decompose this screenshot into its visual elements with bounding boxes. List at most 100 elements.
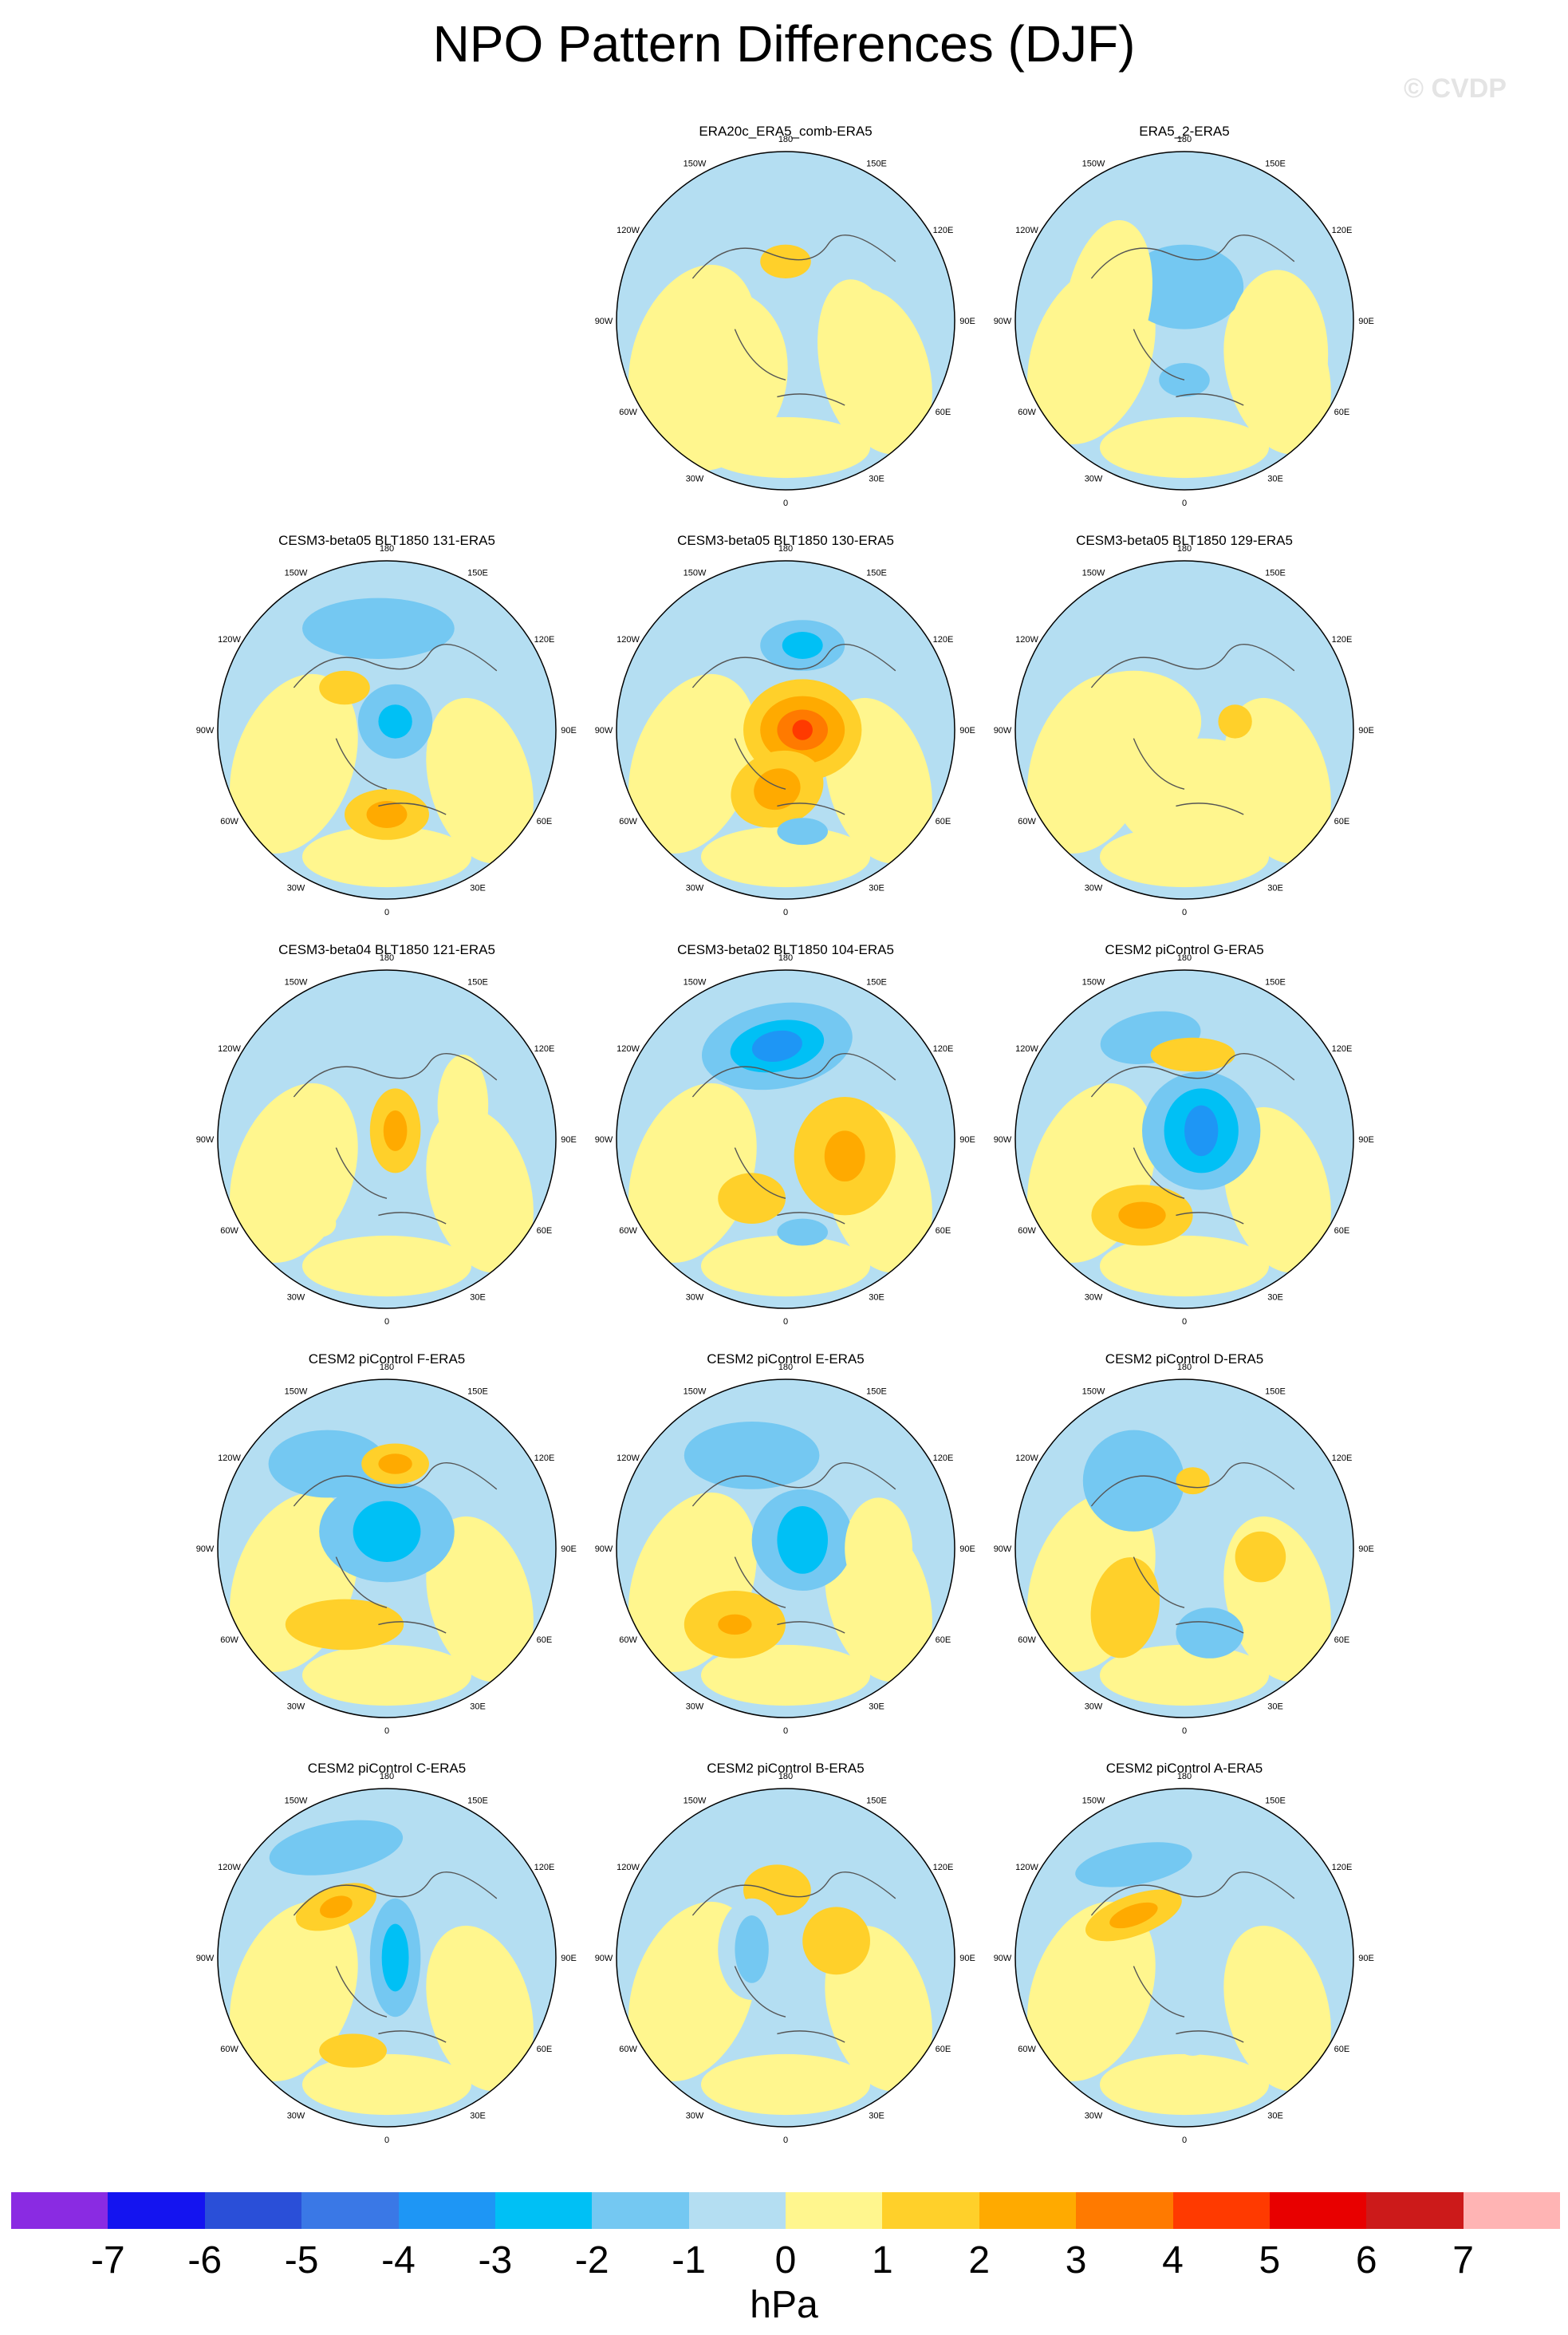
coastline (1090, 1052, 1295, 1225)
lon-label: 120E (933, 1044, 954, 1054)
lon-label: 60W (220, 1226, 238, 1236)
map-border (1014, 1788, 1354, 2128)
colorbar-tick-label: 2 (968, 2239, 991, 2282)
lon-label: 90E (561, 726, 577, 736)
lon-label: 120W (218, 635, 241, 645)
coastline (293, 1461, 498, 1634)
lon-label: 30E (470, 1292, 486, 1302)
map-border (616, 560, 955, 900)
panel-title: ERA5_2-ERA5 (1139, 124, 1229, 139)
panel-title: CESM2 piControl F-ERA5 (309, 1351, 466, 1367)
colorbar-segment (1366, 2192, 1464, 2229)
lon-label: 90E (959, 1544, 975, 1554)
colorbar-segment (592, 2192, 689, 2229)
anomaly-contour (777, 1218, 828, 1246)
colorbar-tick-label: 1 (872, 2239, 893, 2282)
map-border (1014, 1379, 1354, 1718)
lon-label: 120W (617, 1863, 640, 1872)
coastline (691, 643, 896, 815)
lon-label: 60W (1018, 2045, 1036, 2054)
anomaly-contour (754, 768, 801, 811)
lon-label: 30W (287, 883, 305, 893)
lon-label: 150W (684, 160, 707, 169)
coastline (691, 1871, 896, 2043)
lon-label: 180 (778, 544, 793, 554)
lon-label: 0 (1182, 2136, 1187, 2145)
lon-label: 60E (1334, 1635, 1350, 1645)
colorbar-segment (1172, 2192, 1270, 2229)
lon-label: 120E (534, 1453, 555, 1463)
lon-label: 120E (534, 1863, 555, 1872)
lon-label: 180 (778, 135, 793, 144)
lon-label: 90W (994, 726, 1012, 736)
coastline (293, 1871, 498, 2043)
map-border (616, 1788, 955, 2128)
anomaly-patch (1100, 2053, 1269, 2116)
colorbar-segment (108, 2192, 205, 2229)
anomaly-contour (1176, 1607, 1244, 1659)
coastline (1090, 643, 1295, 815)
lon-label: 90W (595, 317, 613, 326)
lon-label: 120W (1015, 635, 1038, 645)
lon-label: 120W (617, 635, 640, 645)
anomaly-contour (366, 801, 408, 828)
lon-label: 150W (1082, 569, 1105, 578)
anomaly-contour (319, 2033, 387, 2068)
colorbar-segment (494, 2192, 593, 2229)
anomaly-contour (1090, 1557, 1160, 1659)
lon-label: 180 (778, 1772, 793, 1781)
colorbar-tick-label: -2 (574, 2239, 609, 2282)
map-border (1014, 560, 1354, 900)
anomaly-contour (1117, 738, 1286, 857)
lon-label: 60W (1018, 1635, 1036, 1645)
lon-label: 180 (1177, 953, 1192, 963)
anomaly-contour (777, 1506, 828, 1574)
colorbar-tick-label: 5 (1259, 2239, 1281, 2282)
map-border (1014, 969, 1354, 1309)
colorbar-segment (1463, 2192, 1560, 2229)
anomaly-contour (684, 1422, 820, 1489)
lon-label: 30W (686, 1702, 704, 1711)
panel-title: CESM2 piControl C-ERA5 (308, 1761, 466, 1776)
colorbar-tick-label: 4 (1162, 2239, 1184, 2282)
anomaly-contour (718, 1173, 786, 1224)
panel-title: ERA20c_ERA5_comb-ERA5 (699, 124, 872, 139)
lon-label: 150W (1082, 160, 1105, 169)
panel-title: CESM3-beta05 BLT1850 129-ERA5 (1076, 533, 1293, 548)
anomaly-contour (269, 1820, 404, 1875)
lon-label: 30W (287, 1702, 305, 1711)
lon-label: 150W (684, 1797, 707, 1806)
anomaly-contour (1218, 704, 1252, 739)
lon-label: 150E (467, 1387, 488, 1397)
lon-label: 60E (537, 817, 553, 826)
lon-label: 150W (684, 1387, 707, 1397)
lon-label: 150W (285, 569, 308, 578)
lon-label: 120E (1332, 635, 1353, 645)
colorbar-segment (398, 2192, 495, 2229)
copyright-watermark: © CVDP (1404, 73, 1507, 104)
lon-label: 90W (196, 1135, 215, 1145)
lon-label: 0 (1182, 499, 1187, 508)
lon-label: 150E (1265, 160, 1286, 169)
lon-label: 30E (470, 883, 486, 893)
anomaly-contour (302, 1210, 337, 1237)
lon-label: 60W (220, 817, 238, 826)
lon-label: 150W (1082, 978, 1105, 988)
coastline (293, 643, 498, 815)
colorbar-tick-label: 7 (1452, 2239, 1474, 2282)
anomaly-contour (1150, 1037, 1235, 1072)
colorbar-segment (1269, 2192, 1367, 2229)
lon-label: 60W (619, 817, 637, 826)
lon-label: 30E (470, 2111, 486, 2120)
lon-label: 180 (380, 1363, 394, 1372)
lon-label: 60E (936, 2045, 951, 2054)
colorbar-segment (11, 2192, 108, 2229)
coastline (1090, 234, 1295, 406)
lon-label: 180 (380, 953, 394, 963)
